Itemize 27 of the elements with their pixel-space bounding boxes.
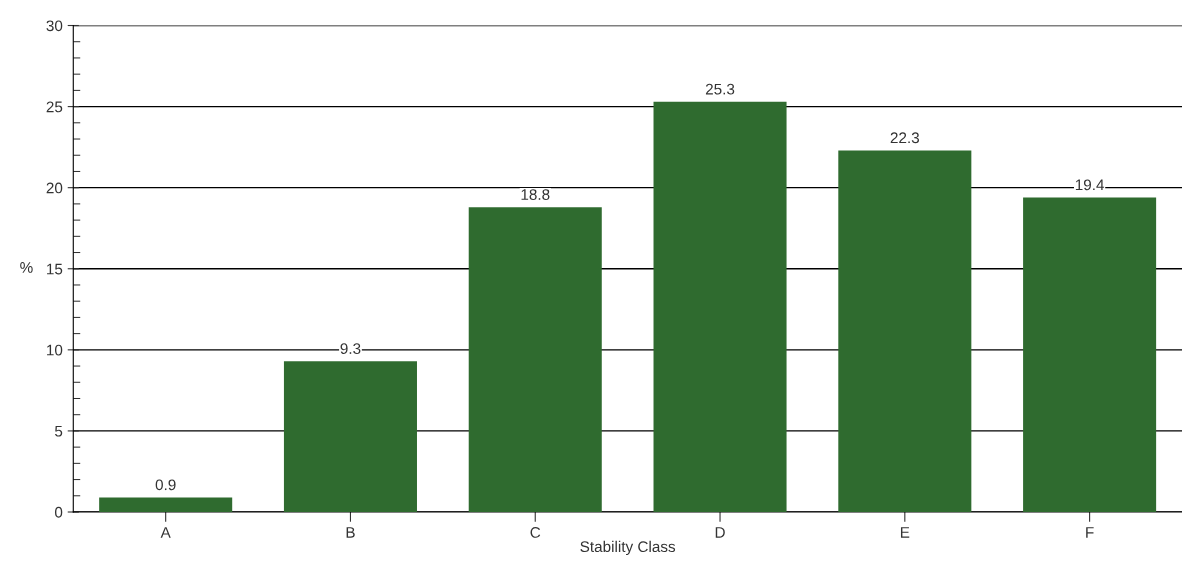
data-label: 22.3 xyxy=(890,132,920,144)
y-tick-label: 20 xyxy=(46,182,63,194)
data-label: 0.9 xyxy=(155,479,176,491)
y-tick-label: 5 xyxy=(54,425,63,437)
bar xyxy=(838,150,972,512)
x-tick-label: A xyxy=(160,527,171,538)
y-tick-label: 0 xyxy=(54,506,63,518)
bar xyxy=(99,497,233,512)
data-label: 9.3 xyxy=(340,343,361,354)
x-tick-label: F xyxy=(1086,527,1094,538)
data-label: 25.3 xyxy=(705,83,735,95)
bar xyxy=(468,207,602,512)
y-tick-label: 10 xyxy=(47,344,63,356)
y-tick-label: 25 xyxy=(46,101,63,113)
x-tick-label: D xyxy=(715,527,725,538)
x-tick-label: C xyxy=(530,526,541,538)
x-tick-label: B xyxy=(346,527,355,538)
y-tick-label: 15 xyxy=(47,263,63,275)
x-axis-title: Stability Class xyxy=(580,540,676,556)
y-tick-label: 30 xyxy=(46,20,63,32)
data-label: 19.4 xyxy=(1075,179,1105,191)
bar xyxy=(653,101,787,512)
x-tick-label: E xyxy=(900,527,910,538)
y-axis-title: % xyxy=(20,262,33,273)
bar xyxy=(1023,197,1157,512)
data-label: 18.8 xyxy=(521,189,550,200)
bar xyxy=(283,361,417,512)
